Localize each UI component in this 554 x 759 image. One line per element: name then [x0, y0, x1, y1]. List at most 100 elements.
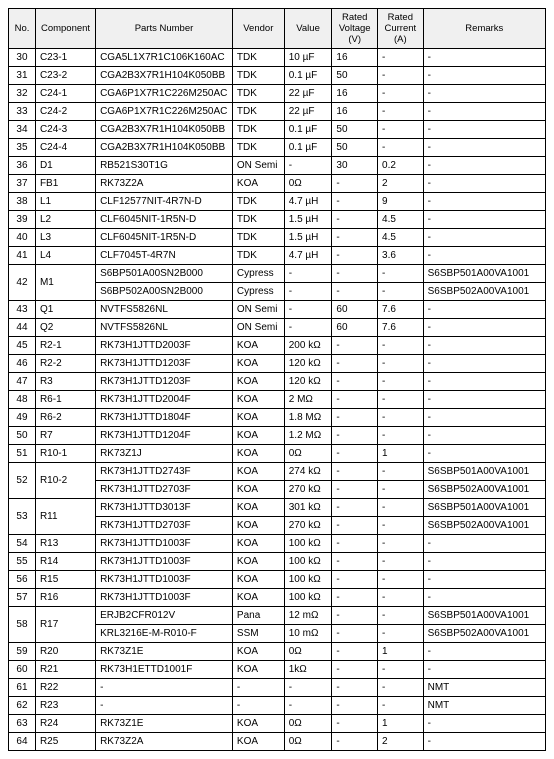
cell-component: R15 [35, 571, 95, 589]
table-row: 42M1S6BP501A00SN2B000Cypress---S6SBP501A… [9, 265, 546, 283]
cell-no: 59 [9, 643, 36, 661]
cell-parts-number: RB521S30T1G [96, 157, 233, 175]
table-row: 56R15RK73H1JTTD1003FKOA100 kΩ--- [9, 571, 546, 589]
cell-rated-current: - [378, 517, 424, 535]
cell-component: R21 [35, 661, 95, 679]
cell-value: 10 µF [284, 49, 332, 67]
cell-vendor: Cypress [232, 283, 284, 301]
cell-remarks: - [423, 535, 545, 553]
cell-remarks: S6SBP501A00VA1001 [423, 463, 545, 481]
cell-vendor: - [232, 679, 284, 697]
cell-no: 61 [9, 679, 36, 697]
cell-parts-number: S6BP501A00SN2B000 [96, 265, 233, 283]
cell-parts-number: CGA6P1X7R1C226M250AC [96, 103, 233, 121]
cell-component: R6-2 [35, 409, 95, 427]
cell-remarks: - [423, 589, 545, 607]
cell-remarks: - [423, 715, 545, 733]
cell-value: 0.1 µF [284, 67, 332, 85]
cell-parts-number: CGA2B3X7R1H104K050BB [96, 67, 233, 85]
cell-no: 51 [9, 445, 36, 463]
cell-vendor: KOA [232, 553, 284, 571]
table-row: 63R24RK73Z1EKOA0Ω-1- [9, 715, 546, 733]
cell-vendor: TDK [232, 247, 284, 265]
cell-no: 64 [9, 733, 36, 751]
cell-no: 44 [9, 319, 36, 337]
cell-rated-current: - [378, 103, 424, 121]
cell-vendor: - [232, 697, 284, 715]
cell-rated-current: - [378, 679, 424, 697]
cell-vendor: TDK [232, 229, 284, 247]
cell-no: 42 [9, 265, 36, 301]
cell-vendor: KOA [232, 445, 284, 463]
table-row: 32C24-1CGA6P1X7R1C226M250ACTDK22 µF16-- [9, 85, 546, 103]
cell-value: 100 kΩ [284, 535, 332, 553]
cell-parts-number: RK73H1JTTD1003F [96, 589, 233, 607]
table-row: 49R6-2RK73H1JTTD1804FKOA1.8 MΩ--- [9, 409, 546, 427]
header-parts-number: Parts Number [96, 9, 233, 49]
table-row: 36D1RB521S30T1GON Semi-300.2- [9, 157, 546, 175]
cell-vendor: TDK [232, 193, 284, 211]
cell-no: 53 [9, 499, 36, 535]
cell-remarks: - [423, 229, 545, 247]
table-row: 61R22-----NMT [9, 679, 546, 697]
cell-value: 0Ω [284, 175, 332, 193]
cell-remarks: - [423, 553, 545, 571]
cell-vendor: KOA [232, 643, 284, 661]
cell-remarks: - [423, 67, 545, 85]
cell-rated-voltage: - [332, 679, 378, 697]
cell-rated-voltage: - [332, 265, 378, 283]
cell-no: 40 [9, 229, 36, 247]
cell-component: R7 [35, 427, 95, 445]
cell-no: 55 [9, 553, 36, 571]
cell-rated-voltage: - [332, 625, 378, 643]
cell-rated-current: - [378, 589, 424, 607]
cell-parts-number: CLF6045NIT-1R5N-D [96, 211, 233, 229]
cell-value: 0Ω [284, 643, 332, 661]
cell-remarks: - [423, 301, 545, 319]
cell-remarks: S6SBP501A00VA1001 [423, 499, 545, 517]
cell-parts-number: RK73H1JTTD2004F [96, 391, 233, 409]
cell-no: 43 [9, 301, 36, 319]
cell-component: C23-2 [35, 67, 95, 85]
table-row: 43Q1NVTFS5826NLON Semi-607.6- [9, 301, 546, 319]
header-rated-current: RatedCurrent(A) [378, 9, 424, 49]
cell-vendor: KOA [232, 427, 284, 445]
cell-no: 33 [9, 103, 36, 121]
cell-rated-voltage: - [332, 427, 378, 445]
cell-parts-number: - [96, 697, 233, 715]
table-row: 60R21RK73H1ETTD1001FKOA1kΩ--- [9, 661, 546, 679]
cell-rated-current: 4.5 [378, 229, 424, 247]
cell-no: 56 [9, 571, 36, 589]
cell-rated-voltage: - [332, 517, 378, 535]
cell-parts-number: RK73H1JTTD1204F [96, 427, 233, 445]
cell-no: 37 [9, 175, 36, 193]
cell-rated-voltage: - [332, 211, 378, 229]
cell-rated-current: - [378, 553, 424, 571]
cell-rated-voltage: - [332, 661, 378, 679]
cell-rated-voltage: 50 [332, 139, 378, 157]
cell-no: 60 [9, 661, 36, 679]
table-row: 33C24-2CGA6P1X7R1C226M250ACTDK22 µF16-- [9, 103, 546, 121]
cell-rated-voltage: - [332, 481, 378, 499]
cell-component: R24 [35, 715, 95, 733]
cell-remarks: NMT [423, 697, 545, 715]
cell-component: D1 [35, 157, 95, 175]
cell-component: R14 [35, 553, 95, 571]
table-row: 47R3RK73H1JTTD1203FKOA120 kΩ--- [9, 373, 546, 391]
cell-component: L1 [35, 193, 95, 211]
cell-no: 50 [9, 427, 36, 445]
cell-parts-number: NVTFS5826NL [96, 319, 233, 337]
table-row: 46R2-2RK73H1JTTD1203FKOA120 kΩ--- [9, 355, 546, 373]
cell-value: - [284, 283, 332, 301]
cell-rated-voltage: 60 [332, 301, 378, 319]
header-component: Component [35, 9, 95, 49]
table-row: 52R10-2RK73H1JTTD2743FKOA274 kΩ--S6SBP50… [9, 463, 546, 481]
cell-rated-voltage: - [332, 283, 378, 301]
cell-remarks: S6SBP502A00VA1001 [423, 283, 545, 301]
cell-rated-voltage: - [332, 643, 378, 661]
cell-vendor: KOA [232, 355, 284, 373]
cell-rated-current: 4.5 [378, 211, 424, 229]
cell-remarks: - [423, 211, 545, 229]
cell-no: 35 [9, 139, 36, 157]
cell-no: 62 [9, 697, 36, 715]
